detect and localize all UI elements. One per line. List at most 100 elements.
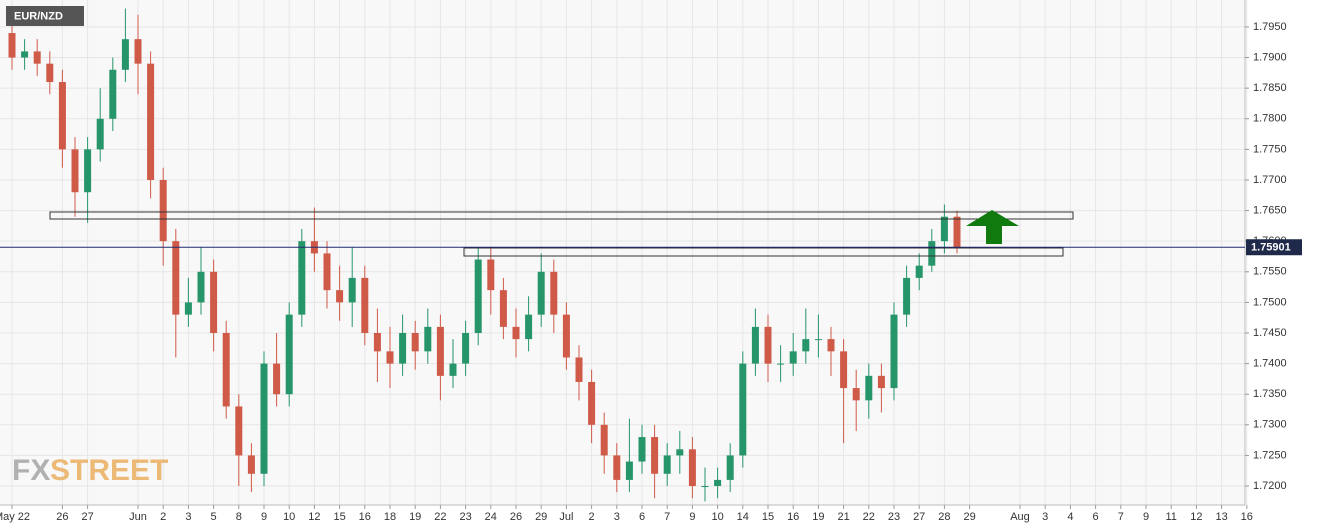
chart-title: EUR/NZD xyxy=(14,10,63,22)
candle-body xyxy=(550,271,558,315)
y-tick-label: 1.7400 xyxy=(1253,358,1287,370)
candle-body xyxy=(877,375,885,389)
candle-body xyxy=(953,216,961,248)
candle-body xyxy=(890,314,898,389)
x-tick-label: Jun xyxy=(129,511,147,523)
candle-body xyxy=(802,339,810,352)
candle-body xyxy=(121,39,129,70)
y-tick-label: 1.7550 xyxy=(1253,266,1287,278)
x-tick-label: 24 xyxy=(485,511,497,523)
x-tick-label: 15 xyxy=(333,511,345,523)
candle-body xyxy=(814,339,822,341)
candle-body xyxy=(865,375,873,401)
x-tick-label: 19 xyxy=(409,511,421,523)
x-tick-label: 6 xyxy=(1093,511,1099,523)
y-tick-label: 1.7200 xyxy=(1253,480,1287,492)
title-badge xyxy=(6,6,84,26)
x-tick-label: May 22 xyxy=(0,511,30,523)
candle-body xyxy=(562,314,570,358)
candle-body xyxy=(197,271,205,303)
logo-street: STREET xyxy=(50,454,168,487)
up-arrow xyxy=(966,210,1019,244)
candle-body xyxy=(525,314,533,340)
candle-body xyxy=(487,259,495,291)
candle-body xyxy=(361,277,369,333)
candle-body xyxy=(159,179,167,242)
candle-body xyxy=(449,363,457,376)
candle-body xyxy=(915,265,923,278)
candle-body xyxy=(184,302,192,315)
y-tick-label: 1.7450 xyxy=(1253,327,1287,339)
candle-body xyxy=(436,326,444,376)
candle-body xyxy=(247,455,255,474)
plot-area xyxy=(0,0,1245,505)
y-tick-label: 1.7250 xyxy=(1253,449,1287,461)
y-tick-label: 1.7800 xyxy=(1253,113,1287,125)
x-tick-label: 3 xyxy=(614,511,620,523)
x-tick-label: 29 xyxy=(963,511,975,523)
x-tick-label: 19 xyxy=(812,511,824,523)
candle-body xyxy=(613,455,621,480)
candle-body xyxy=(777,363,785,365)
candle-body xyxy=(940,216,948,242)
candle-body xyxy=(462,332,470,364)
candle-body xyxy=(688,449,696,487)
x-tick-label: Jul xyxy=(559,511,573,523)
candle-body xyxy=(411,332,419,352)
candle-body xyxy=(33,51,41,64)
candle-body xyxy=(373,332,381,352)
x-tick-label: Aug xyxy=(1010,511,1030,523)
candle-body xyxy=(676,449,684,456)
candle-body xyxy=(903,277,911,315)
x-tick-label: 9 xyxy=(261,511,267,523)
y-tick-label: 1.7900 xyxy=(1253,51,1287,63)
candle-body xyxy=(210,271,218,333)
y-tick-label: 1.7650 xyxy=(1253,204,1287,216)
x-tick-label: 22 xyxy=(434,511,446,523)
candle-body xyxy=(499,290,507,327)
x-tick-label: 18 xyxy=(384,511,396,523)
candle-body xyxy=(71,149,79,193)
candle-body xyxy=(764,326,772,364)
candle-body xyxy=(84,149,92,193)
candle-body xyxy=(336,290,344,303)
x-tick-label: 3 xyxy=(1042,511,1048,523)
x-tick-label: 26 xyxy=(56,511,68,523)
candle-body xyxy=(789,351,797,364)
last-price-label: 1.75901 xyxy=(1251,242,1291,254)
candle-body xyxy=(8,33,16,58)
candle-body xyxy=(285,314,293,395)
candle-body xyxy=(348,277,356,303)
candle-body xyxy=(399,332,407,364)
y-tick-label: 1.7950 xyxy=(1253,21,1287,33)
x-tick-label: 13 xyxy=(1215,511,1227,523)
y-tick-label: 1.7300 xyxy=(1253,419,1287,431)
x-tick-label: 23 xyxy=(888,511,900,523)
y-tick-label: 1.7500 xyxy=(1253,296,1287,308)
candle-body xyxy=(701,486,709,488)
candle-body xyxy=(386,351,394,364)
candle-body xyxy=(651,437,659,474)
candles xyxy=(8,8,961,502)
candle-body xyxy=(739,363,747,456)
candle-body xyxy=(147,63,155,180)
x-tick-label: 2 xyxy=(589,511,595,523)
candle-body xyxy=(298,241,306,315)
candle-body xyxy=(638,437,646,462)
y-tick-label: 1.7350 xyxy=(1253,388,1287,400)
x-tick-label: 8 xyxy=(236,511,242,523)
candle-body xyxy=(714,479,722,487)
candle-body xyxy=(928,241,936,266)
x-tick-label: 9 xyxy=(689,511,695,523)
candle-body xyxy=(235,406,243,456)
candle-body xyxy=(21,51,29,58)
x-tick-label: 11 xyxy=(1165,511,1176,523)
x-tick-label: 10 xyxy=(711,511,723,523)
x-tick-label: 12 xyxy=(308,511,320,523)
x-tick-label: 27 xyxy=(81,511,93,523)
candle-body xyxy=(827,339,835,352)
x-tick-label: 26 xyxy=(510,511,522,523)
logo-fx: FX xyxy=(12,454,50,487)
x-tick-label: 15 xyxy=(762,511,774,523)
